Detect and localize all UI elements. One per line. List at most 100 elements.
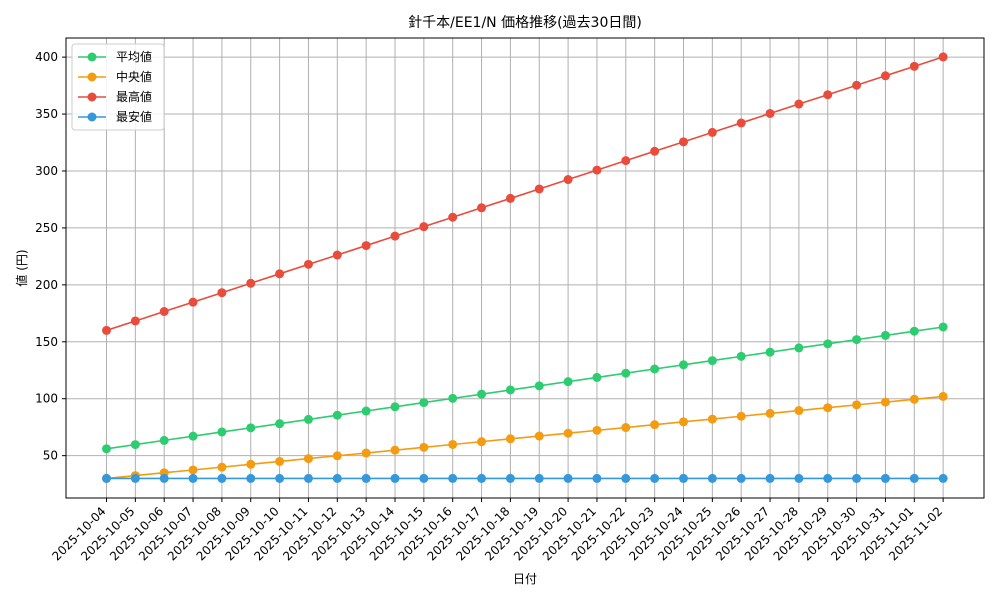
data-point	[217, 427, 227, 437]
data-point	[217, 473, 227, 483]
data-point	[823, 403, 833, 413]
data-point	[390, 473, 400, 483]
data-point	[275, 269, 285, 279]
data-point	[246, 459, 256, 469]
data-point	[303, 454, 313, 464]
data-point	[448, 393, 458, 403]
plot-frame	[65, 37, 985, 499]
data-point	[679, 417, 688, 427]
grid-lines	[66, 38, 984, 498]
data-point	[130, 440, 140, 450]
legend-marker	[87, 52, 97, 62]
data-point	[390, 231, 400, 241]
data-point	[592, 165, 602, 175]
data-point	[534, 184, 544, 194]
data-point	[852, 473, 862, 483]
data-point	[217, 288, 227, 298]
y-tick-label: 300	[35, 164, 58, 178]
data-point	[909, 326, 919, 336]
data-point	[188, 297, 198, 307]
legend-item: 平均値	[78, 49, 152, 64]
series-3	[102, 473, 948, 483]
data-point	[707, 414, 717, 424]
data-point	[794, 343, 804, 353]
data-point	[679, 473, 688, 483]
data-point	[477, 473, 487, 483]
data-point	[419, 473, 429, 483]
series-2	[102, 52, 948, 335]
data-point	[246, 278, 256, 288]
data-point	[909, 473, 919, 483]
data-point	[275, 456, 285, 466]
y-tick-label: 350	[35, 107, 58, 121]
data-point	[621, 156, 631, 166]
data-point	[188, 431, 198, 441]
data-point	[534, 381, 544, 391]
y-tick-label: 50	[43, 449, 58, 463]
data-point	[909, 61, 919, 71]
data-point	[852, 80, 862, 90]
data-point	[679, 360, 688, 370]
data-point	[390, 445, 400, 455]
data-point	[448, 212, 458, 222]
data-point	[332, 250, 342, 260]
data-point	[563, 175, 573, 185]
data-point	[246, 423, 256, 433]
data-point	[159, 473, 169, 483]
data-point	[794, 473, 804, 483]
data-point	[880, 71, 890, 81]
y-axis-title: 値 (円)	[14, 249, 29, 286]
data-point	[448, 439, 458, 449]
data-point	[823, 90, 833, 100]
data-point	[505, 473, 515, 483]
data-point	[275, 419, 285, 429]
legend-label: 最高値	[116, 89, 152, 104]
data-point	[938, 52, 948, 62]
data-point	[563, 473, 573, 483]
legend-item: 最高値	[78, 89, 152, 104]
data-point	[275, 473, 285, 483]
data-point	[650, 146, 660, 156]
data-point	[477, 203, 487, 213]
data-point	[765, 473, 775, 483]
data-point	[534, 431, 544, 441]
data-point	[217, 462, 227, 472]
y-tick-label: 200	[35, 278, 58, 292]
data-point	[650, 473, 660, 483]
data-point	[448, 473, 458, 483]
legend-item: 中央値	[78, 69, 152, 84]
data-point	[102, 473, 111, 483]
data-point	[707, 356, 717, 366]
data-point	[477, 389, 487, 399]
data-point	[938, 391, 948, 401]
data-point	[621, 473, 631, 483]
data-point	[505, 193, 515, 203]
data-point	[303, 414, 313, 424]
data-point	[159, 306, 169, 316]
data-point	[736, 118, 746, 128]
data-point	[361, 448, 371, 458]
data-point	[794, 406, 804, 416]
data-point	[765, 347, 775, 357]
legend-marker	[87, 92, 97, 102]
legend-box	[71, 43, 165, 131]
data-point	[102, 444, 111, 454]
data-point	[650, 364, 660, 374]
data-point	[563, 377, 573, 387]
data-point	[880, 330, 890, 340]
data-point	[765, 408, 775, 418]
data-point	[794, 99, 804, 109]
data-point	[505, 385, 515, 395]
data-point	[188, 465, 198, 475]
data-point	[736, 351, 746, 361]
y-tick-label: 400	[35, 50, 58, 64]
data-point	[505, 434, 515, 444]
data-point	[477, 437, 487, 447]
data-point	[303, 473, 313, 483]
legend-label: 中央値	[116, 69, 152, 84]
data-point	[880, 397, 890, 407]
x-axis-title: 日付	[513, 572, 537, 586]
data-point	[736, 473, 746, 483]
data-point	[938, 473, 948, 483]
